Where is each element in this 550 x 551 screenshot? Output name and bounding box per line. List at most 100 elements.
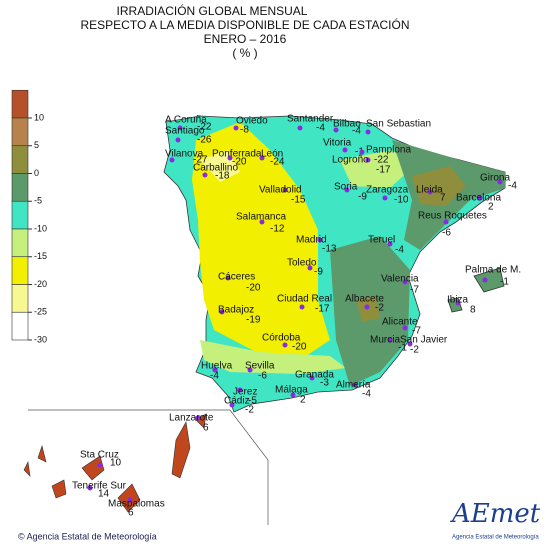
station-name: León	[261, 149, 283, 160]
station-value: 14	[98, 489, 110, 500]
station-value: -3	[320, 378, 329, 389]
station-value: -24	[270, 157, 285, 168]
zone-olive	[356, 166, 466, 322]
station-name: Toledo	[287, 258, 317, 269]
title-line: ENERO – 2016	[204, 32, 287, 46]
station-name: Reus Roquetes	[418, 211, 487, 222]
station-name: Vilanova	[165, 149, 204, 160]
station-name: Ponferrada	[212, 149, 262, 160]
station-name: Soria	[334, 182, 358, 193]
station-dot	[482, 277, 488, 283]
station-dot	[282, 187, 288, 193]
title-line: IRRADIACIÓN GLOBAL MENSUAL	[117, 3, 308, 18]
station-value: -19	[246, 315, 261, 326]
station-dot	[87, 485, 93, 491]
station-value: -27	[193, 155, 208, 166]
station-value: -26	[197, 135, 212, 146]
station-value: -2	[245, 405, 254, 416]
station-dot	[309, 375, 315, 381]
credit: © Agencia Estatal de Meteorología	[18, 531, 157, 541]
station-name: Pamplona	[366, 145, 411, 156]
station-value: -7	[412, 326, 421, 337]
station-dot	[282, 342, 288, 348]
station-value: -20	[246, 283, 261, 294]
zone-dark	[330, 140, 505, 386]
station-name: A Coruña	[165, 115, 207, 126]
station-name: Maspalomas	[108, 499, 165, 510]
station-dot	[229, 402, 235, 408]
station-name: Huelva	[201, 361, 233, 372]
legend-tick-label: -10	[34, 223, 47, 233]
station-name: San Sebastian	[366, 119, 431, 130]
station-dot	[290, 392, 296, 398]
station-name: Zaragoza	[366, 185, 409, 196]
station-value: -9	[314, 267, 323, 278]
station-value: -4	[210, 371, 219, 382]
station-dot	[387, 337, 393, 343]
station-value: -20	[292, 342, 307, 353]
station-dot	[382, 195, 388, 201]
station-dot	[225, 275, 231, 281]
station-dot	[247, 367, 253, 373]
station-name: Cáceres	[218, 272, 255, 283]
station-name: Carballino	[193, 163, 238, 174]
station-name: Córdoba	[262, 333, 301, 344]
legend-tick-label: 10	[34, 112, 44, 122]
station-value: -4	[508, 181, 517, 192]
station-dot	[297, 125, 303, 131]
legend-band	[11, 89, 29, 119]
legend-band	[11, 284, 29, 313]
station-name: Girona	[480, 173, 510, 184]
station-dot	[364, 304, 370, 310]
station-name: Salamanca	[236, 212, 286, 223]
station-name: Sta Cruz	[80, 450, 119, 461]
zone-green	[200, 150, 412, 374]
station-dot	[233, 125, 239, 131]
station-dot	[402, 325, 408, 331]
station-dot	[344, 187, 350, 193]
station-dot	[443, 219, 449, 225]
station-dot	[455, 300, 461, 306]
title-line: ( % )	[232, 46, 257, 60]
legend-tick-label: -30	[34, 334, 47, 344]
legend-band	[11, 228, 29, 258]
legend-tick-label: -5	[34, 196, 42, 206]
station-value: -13	[322, 244, 337, 255]
legend-band	[11, 256, 29, 285]
station-value: -9	[358, 192, 367, 203]
station-dot	[317, 237, 323, 243]
station-dot	[227, 155, 233, 161]
station-name: Lanzarote	[169, 413, 214, 424]
station-value: -4	[362, 389, 371, 400]
station-name: Murcia	[370, 335, 400, 346]
title-line: RESPECTO A LA MEDIA DISPONIBLE DE CADA E…	[81, 17, 410, 32]
station-value: -6	[258, 371, 267, 382]
station-value: -18	[215, 171, 230, 182]
station-dot	[359, 149, 365, 155]
station-value: -17	[315, 304, 330, 315]
station-name: Teruel	[368, 235, 395, 246]
station-dot	[259, 219, 265, 225]
station-name: Bilbao	[333, 119, 361, 130]
station-name: Almería	[336, 380, 371, 391]
station-name: Valladolid	[259, 185, 302, 196]
station-dot	[97, 462, 103, 468]
station-dot	[127, 497, 133, 503]
station-value: -10	[394, 195, 409, 206]
station-dot	[427, 189, 433, 195]
station-value: -8	[240, 125, 249, 136]
station-name: Barcelona	[456, 193, 501, 204]
logo-sub: Agencia Estatal de Meteorología	[452, 535, 539, 541]
legend-tick-label: -20	[34, 279, 47, 289]
station-dot	[177, 125, 183, 131]
station-value: 2	[300, 395, 306, 406]
canary	[23, 413, 207, 513]
station-dot	[342, 147, 348, 153]
legend-band	[11, 173, 29, 202]
legend-tick-label: -15	[34, 251, 47, 261]
station-name: Logroño	[332, 155, 369, 166]
station-value: -22	[374, 155, 389, 166]
legend-band	[11, 200, 29, 230]
legend-band	[11, 117, 29, 147]
